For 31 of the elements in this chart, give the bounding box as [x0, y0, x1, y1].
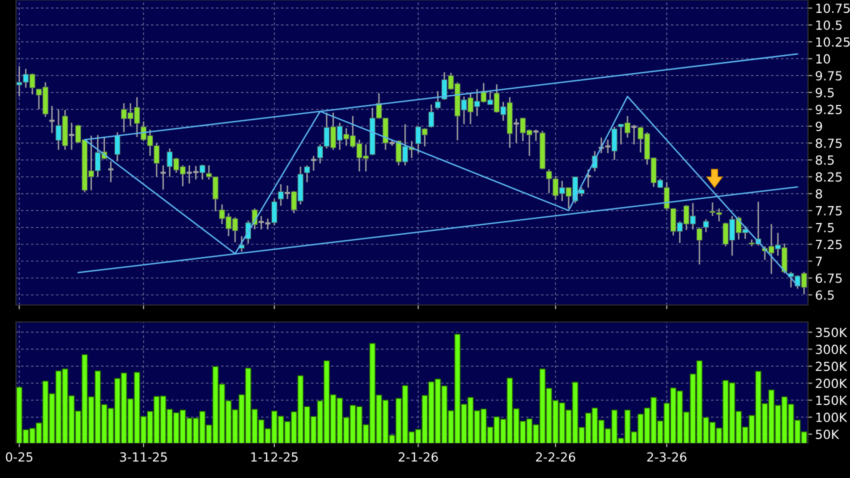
y-tick-label: 7.75 — [816, 206, 842, 216]
y-tick-label: 8.5 — [816, 155, 834, 165]
y-tick-label: 8 — [816, 189, 822, 199]
y-tick-label: 10 — [816, 54, 830, 64]
y-tick-label: 9.5 — [816, 88, 834, 98]
y-tick-label: 150K — [816, 396, 848, 406]
x-tick-label: 1-12-25 — [251, 452, 298, 462]
y-tick-label: 300K — [816, 344, 848, 354]
y-tick-label: 7.5 — [816, 223, 834, 232]
y-tick-label: 10.75 — [816, 4, 850, 14]
y-tick-label: 8.25 — [816, 172, 842, 182]
y-tick-label: 7 — [816, 256, 822, 266]
x-tick-label: 2-1-26 — [398, 452, 438, 462]
y-tick-label: 7.25 — [816, 240, 842, 250]
y-tick-label: 8.75 — [816, 138, 842, 148]
y-tick-label: 9.75 — [816, 71, 842, 80]
y-tick-label: 350K — [816, 328, 848, 338]
y-tick-label: 6.75 — [816, 273, 842, 283]
y-tick-label: 10.25 — [816, 37, 850, 47]
y-tick-label: 10.5 — [816, 20, 842, 30]
y-tick-label: 9 — [816, 122, 822, 132]
x-tick-label: 2-3-26 — [647, 452, 686, 462]
y-tick-label: 9.25 — [816, 104, 842, 114]
y-tick-label: 50K — [816, 430, 840, 440]
y-tick-label: 100K — [816, 412, 848, 422]
y-tick-label: 250K — [816, 362, 848, 372]
y-tick-label: 200K — [816, 378, 848, 388]
x-tick-label: 0-25 — [6, 452, 32, 462]
x-tick-label: 2-2-26 — [536, 452, 576, 462]
x-tick-label: 3-11-25 — [120, 452, 167, 462]
y-tick-label: 6.5 — [816, 290, 834, 300]
